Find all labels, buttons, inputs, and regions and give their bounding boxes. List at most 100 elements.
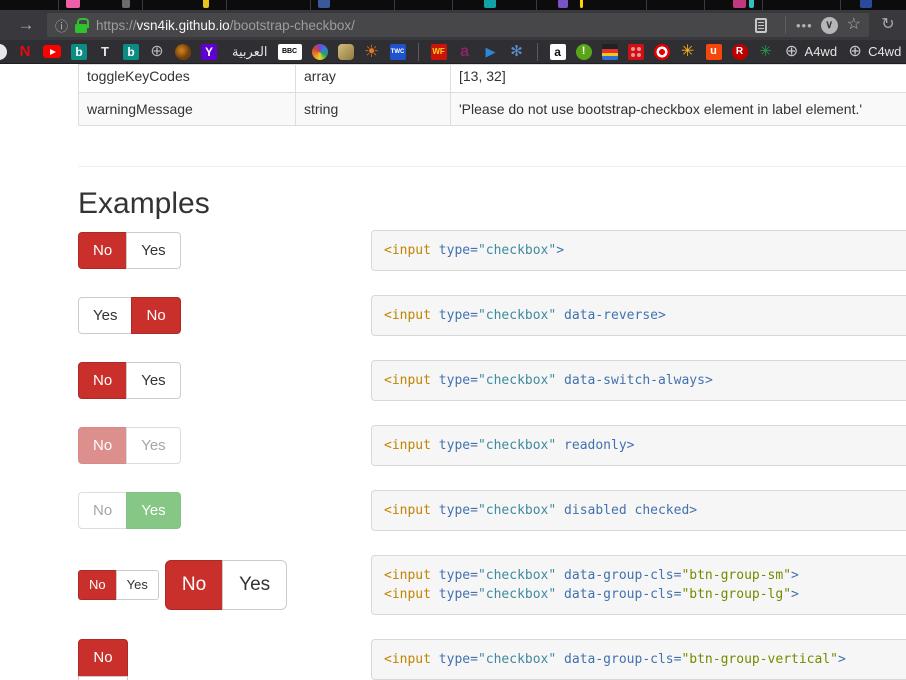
toggle-no-button[interactable]: No — [131, 296, 181, 335]
option-type: string — [295, 92, 451, 126]
example-widgets: No Yes — [78, 426, 371, 465]
dragonfly-site-icon: ✳ — [759, 43, 772, 60]
bookmark-netflix[interactable]: N — [17, 44, 33, 60]
example-widgets: Yes No — [78, 296, 371, 335]
toggle-no-button[interactable]: No — [78, 426, 128, 465]
url-scheme: https:// — [96, 17, 137, 33]
example-widgets: No — [78, 639, 371, 680]
youtube-icon — [43, 45, 61, 58]
toggle-no-button[interactable]: No — [78, 231, 128, 270]
bookmark-rakuten[interactable]: R — [731, 43, 748, 60]
reader-mode-icon[interactable] — [755, 17, 767, 33]
table-row: toggleKeyCodes array [13, 32] — [78, 64, 906, 93]
bookmark-t-site[interactable]: T — [97, 44, 113, 60]
bookmark-bag-site[interactable] — [601, 43, 618, 60]
tab-favicon[interactable] — [558, 0, 568, 8]
toggle-yes-button[interactable]: Yes — [126, 361, 181, 400]
bookmark-exclaim-site[interactable]: ! — [575, 43, 592, 60]
code-snippet: <input type="checkbox"> — [371, 230, 906, 271]
checkbox-toggle-group: No Yes — [78, 426, 181, 465]
bookmark-swirl-site[interactable] — [175, 43, 191, 60]
bookmark-bing[interactable]: b — [71, 43, 87, 60]
tab-favicon[interactable] — [66, 0, 80, 8]
checkbox-toggle-group: No Yes — [78, 361, 181, 400]
bookmark-cut-site[interactable] — [0, 43, 7, 60]
toggle-no-button[interactable]: No — [78, 491, 128, 530]
checkbox-toggle-group: Yes No — [78, 296, 181, 335]
tab-favicon[interactable] — [484, 0, 496, 8]
page-actions-icon[interactable]: ••• — [796, 17, 813, 33]
weather-channel-icon: TWC — [389, 43, 406, 60]
example-row: Yes No <input type="checkbox" data-reverse… — [78, 295, 906, 336]
toggle-yes-button[interactable]: Yes — [222, 560, 288, 610]
toggle-yes-button[interactable]: Yes — [126, 491, 181, 530]
a4wd-icon: ⊕ — [784, 43, 799, 60]
bookmark-sun-site[interactable]: ☀ — [364, 44, 380, 60]
checkbox-toggle-group: No Yes — [78, 491, 181, 530]
checkbox-toggle-group: No Yes — [164, 560, 288, 610]
toggle-no-button[interactable]: No — [164, 560, 224, 610]
bookmark-bbc[interactable]: BBC — [277, 43, 302, 60]
tab-favicon[interactable] — [122, 0, 130, 8]
toggle-yes-button[interactable]: Yes — [126, 231, 181, 270]
bookmark-gold-site[interactable] — [337, 43, 354, 60]
tab-favicon[interactable] — [749, 0, 754, 8]
checkbox-toggle-group: No Yes — [78, 231, 181, 270]
code-snippet: <input type="checkbox" readonly> — [371, 425, 906, 466]
example-widgets: No Yes No Yes — [78, 560, 371, 610]
example-row: No Yes <input type="checkbox" disabled che… — [78, 490, 906, 531]
code-snippet: <input type="checkbox" data-group-cls="b… — [371, 639, 906, 680]
bookmark-alarabiya[interactable]: العربية — [227, 44, 268, 60]
toggle-yes-button[interactable]: Yes — [126, 426, 181, 465]
toggle-no-button[interactable]: No — [78, 639, 128, 677]
bookmark-snowflake-site[interactable]: ✻ — [509, 44, 525, 60]
toggle-no-button[interactable]: No — [78, 361, 128, 400]
option-name: warningMessage — [78, 92, 296, 126]
toggle-hidden-button[interactable] — [78, 675, 128, 680]
bookmark-label: العربية — [232, 43, 268, 59]
bookmark-weather-channel[interactable]: TWC — [389, 43, 406, 60]
t-site-icon: T — [101, 44, 109, 59]
bookmark-c4wd[interactable]: ⊕ C4wd — [847, 44, 901, 60]
example-row: No Yes No Yes <input type="checkbox" data-gr… — [78, 555, 906, 615]
toggle-yes-button[interactable]: Yes — [115, 569, 159, 601]
bookmark-a4wd[interactable]: ⊕ A4wd — [784, 43, 838, 60]
bookmark-label: A4wd — [804, 44, 838, 59]
toggle-yes-button[interactable]: Yes — [78, 296, 133, 335]
bookmark-play-site[interactable]: ▶ — [483, 44, 499, 60]
bookmark-walmart[interactable]: ✳ — [680, 44, 696, 60]
toggle-no-button[interactable]: No — [78, 569, 117, 601]
walmart-icon: ✳ — [680, 43, 695, 60]
bookmark-ally[interactable]: a — [457, 44, 473, 60]
bookmark-globe-site[interactable]: ⊕ — [149, 44, 165, 60]
tab-favicon[interactable] — [580, 0, 583, 8]
forward-button[interactable]: → — [17, 15, 35, 34]
bookmark-star-icon[interactable]: ☆ — [846, 16, 861, 33]
bookmark-yahoo[interactable]: Y — [201, 43, 217, 60]
bookmark-lego[interactable] — [627, 43, 644, 60]
pocket-icon[interactable]: ∨ — [820, 16, 838, 34]
wells-fargo-icon: WF — [430, 43, 447, 60]
tab-strip[interactable] — [0, 0, 906, 10]
bookmark-youtube[interactable] — [43, 45, 61, 58]
reload-button[interactable]: ↻ — [881, 16, 895, 33]
bookmark-amazon[interactable]: a — [549, 43, 566, 60]
tab-favicon[interactable] — [733, 0, 746, 8]
browser-chrome: → ⓘ https://vsn4ik.github.io/bootstrap-c… — [0, 0, 906, 64]
bookmark-aliexpress[interactable]: u — [705, 43, 722, 60]
tab-favicon[interactable] — [318, 0, 330, 8]
bookmark-dragonfly-site[interactable]: ✳ — [758, 44, 774, 60]
info-icon[interactable]: ⓘ — [55, 18, 69, 34]
exclaim-site-icon: ! — [575, 43, 592, 60]
url-bar[interactable]: ⓘ https://vsn4ik.github.io/bootstrap-che… — [47, 13, 869, 37]
bookmark-bing-2[interactable]: b — [123, 43, 139, 60]
lock-icon — [75, 17, 90, 33]
tab-favicon[interactable] — [860, 0, 872, 8]
cut-site-icon — [0, 43, 7, 60]
bookmark-target[interactable] — [653, 43, 670, 60]
play-site-icon: ▶ — [485, 44, 496, 59]
bookmark-wells-fargo[interactable]: WF — [430, 43, 447, 60]
bookmark-peacock[interactable] — [311, 43, 328, 60]
tab-favicon[interactable] — [203, 0, 209, 8]
